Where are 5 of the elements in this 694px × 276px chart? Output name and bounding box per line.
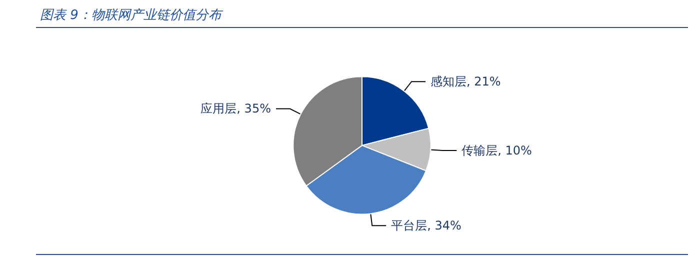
chart-title: 图表 9：物联网产业链价值分布 <box>40 7 222 24</box>
slice-label: 感知层, 21% <box>430 74 501 89</box>
slice-label: 平台层, 34% <box>391 218 462 233</box>
slice-label: 传输层, 10% <box>462 144 532 158</box>
slice-label: 应用层, 35% <box>200 102 271 116</box>
